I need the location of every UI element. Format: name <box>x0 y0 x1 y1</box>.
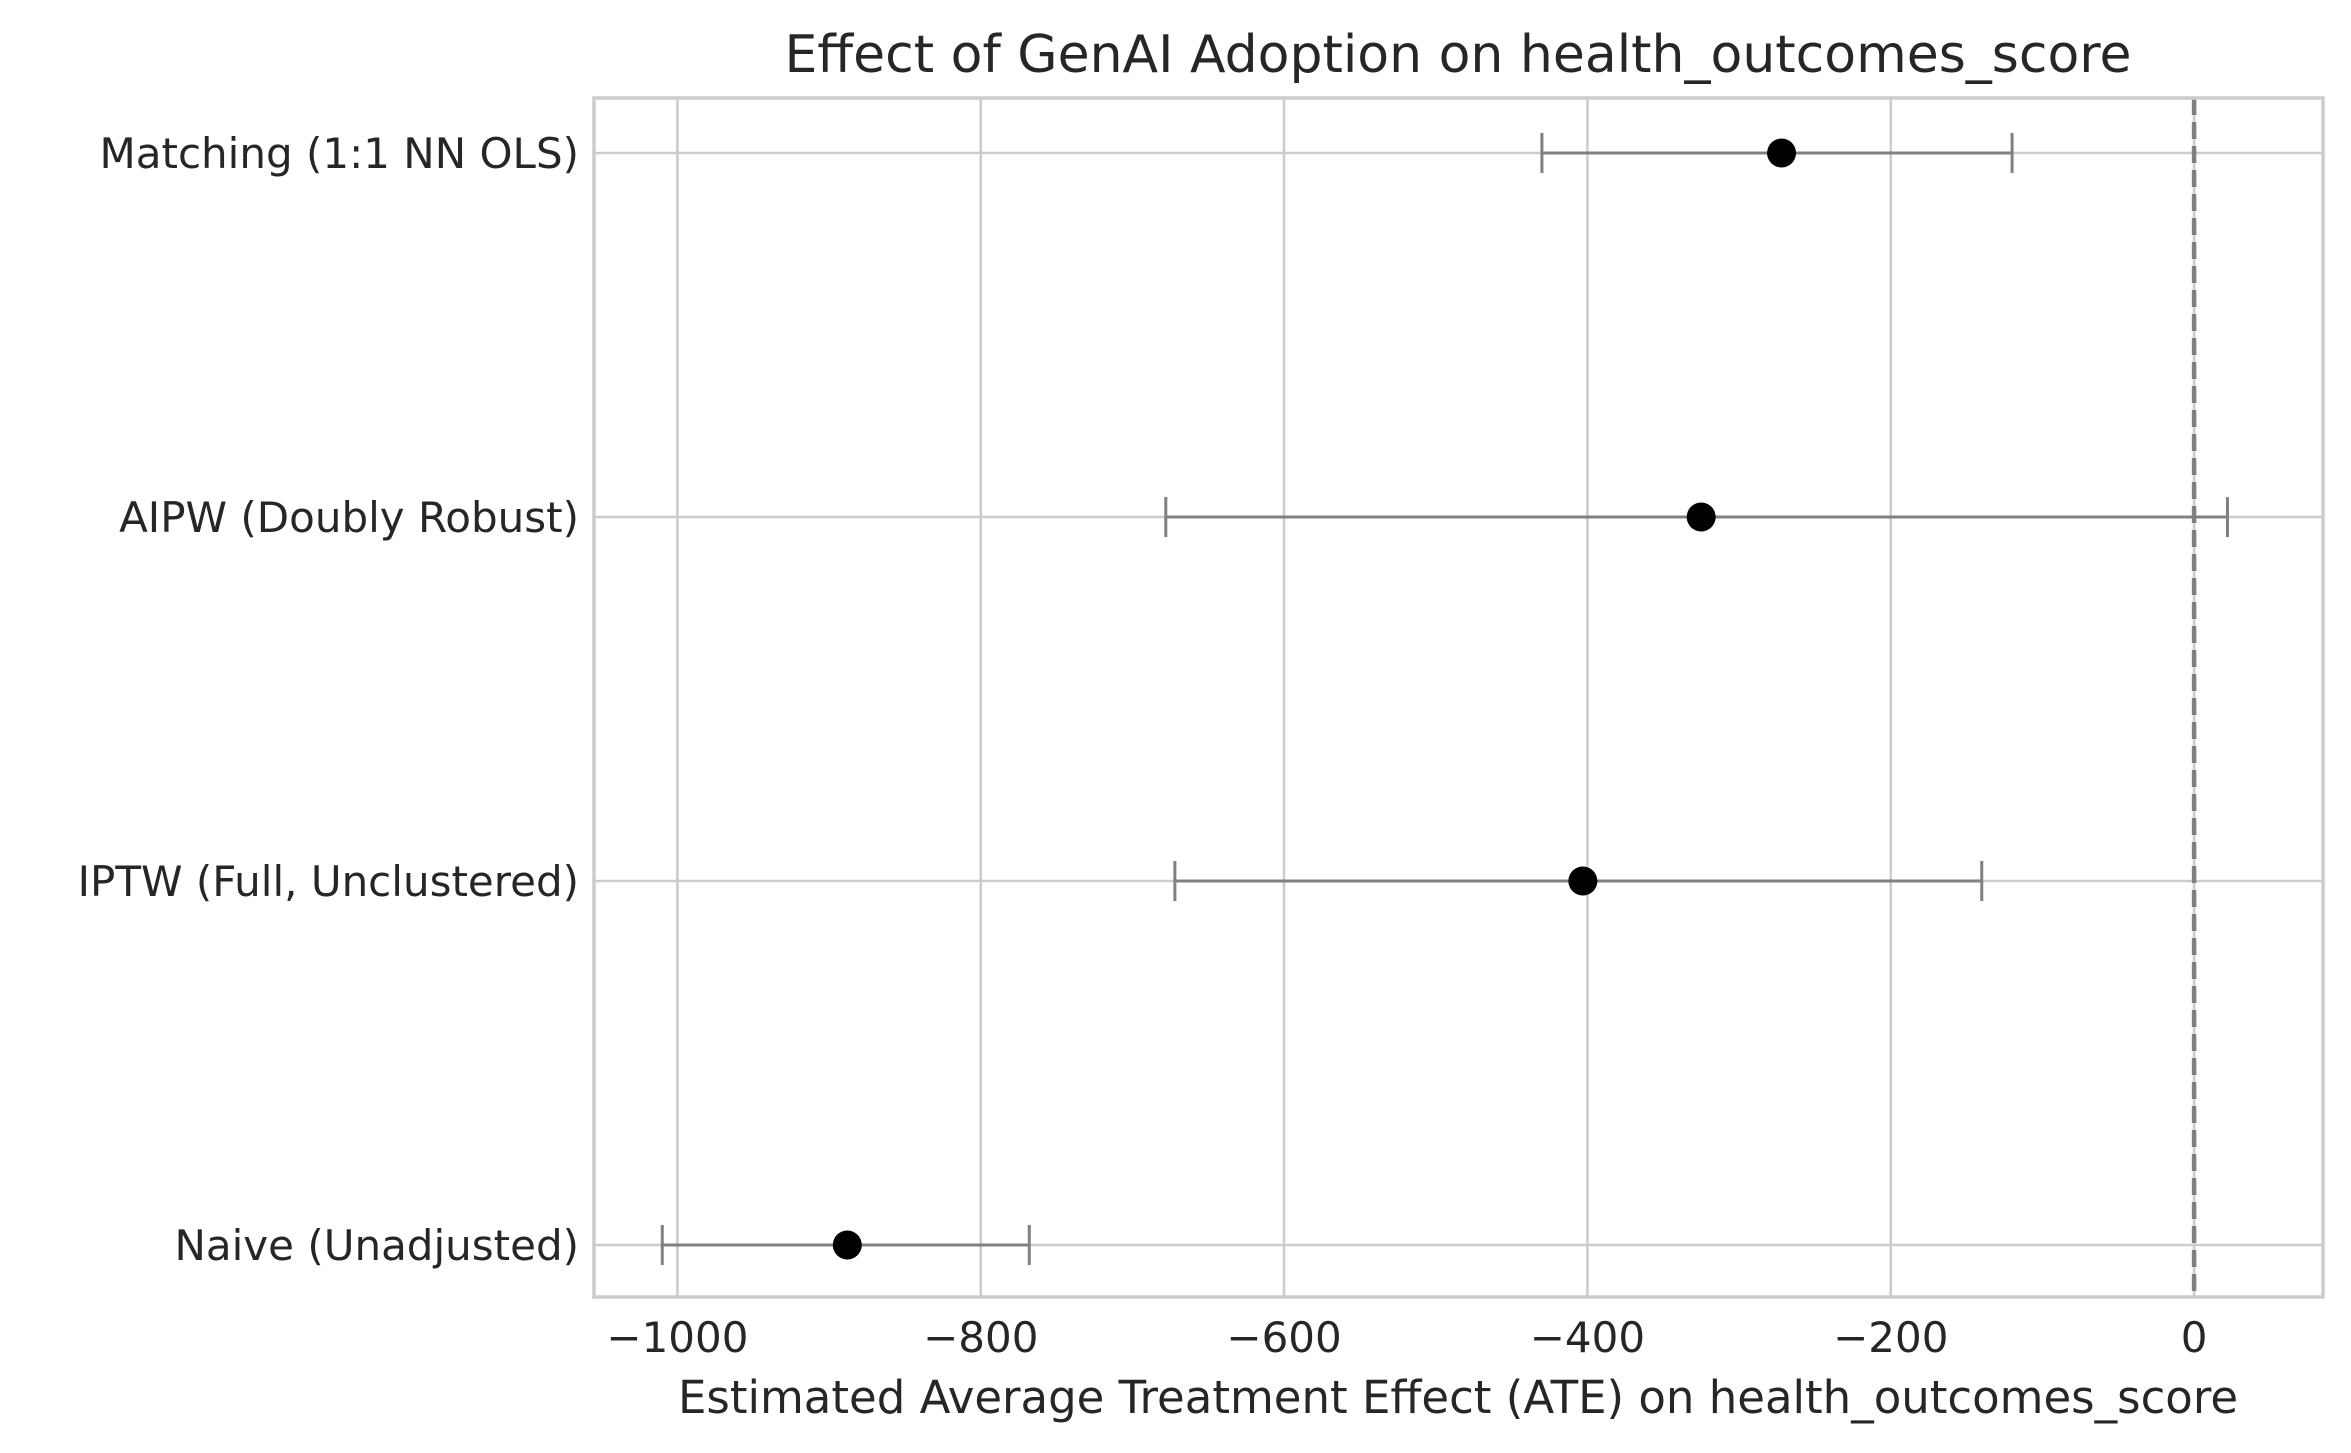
x-tick-label: −600 <box>1226 1313 1341 1362</box>
plot-frame <box>592 96 2325 1299</box>
x-tick-label: 0 <box>2181 1313 2208 1362</box>
x-tick-labels: −1000 −800 −600 −400 −200 0 <box>606 1313 2207 1362</box>
estimate-point <box>1568 866 1598 896</box>
x-tick-label: −800 <box>923 1313 1038 1362</box>
y-tick-label: AIPW (Doubly Robust) <box>119 493 579 542</box>
y-tick-label: Naive (Unadjusted) <box>174 1221 579 1270</box>
chart-title: Effect of GenAI Adoption on health_outco… <box>784 25 2131 85</box>
x-tick-label: −200 <box>1833 1313 1948 1362</box>
estimate-point <box>1686 502 1716 532</box>
point-layer <box>832 138 1797 1260</box>
x-tick-label: −1000 <box>606 1313 748 1362</box>
y-tick-label: IPTW (Full, Unclustered) <box>78 857 579 906</box>
estimate-point <box>1767 138 1797 168</box>
y-tick-labels: Matching (1:1 NN OLS) AIPW (Doubly Robust… <box>78 129 579 1270</box>
x-axis-label: Estimated Average Treatment Effect (ATE)… <box>678 1371 2238 1424</box>
y-tick-label: Matching (1:1 NN OLS) <box>100 129 579 178</box>
estimate-point <box>832 1230 862 1260</box>
x-tick-label: −400 <box>1530 1313 1645 1362</box>
x-gridlines <box>676 98 2196 1297</box>
y-gridlines <box>594 151 2323 1247</box>
errorbar-layer <box>660 133 2229 1265</box>
